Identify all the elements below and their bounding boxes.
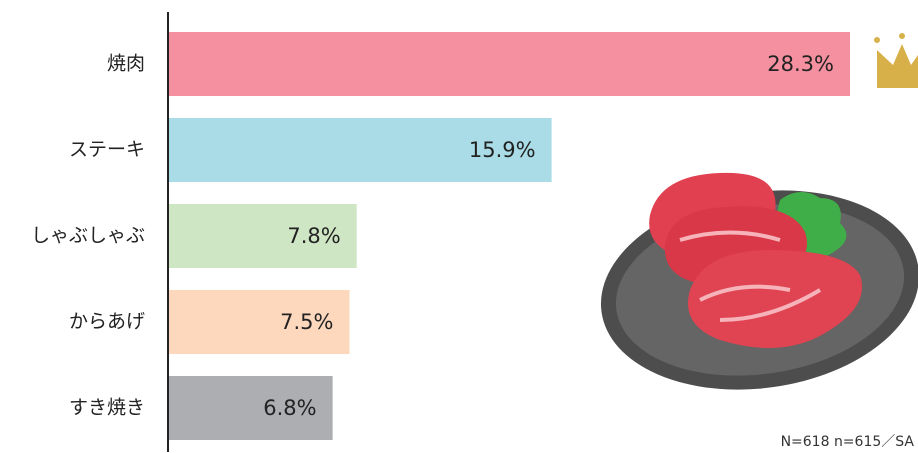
meat-illustration — [600, 172, 918, 390]
category-label: すき焼き — [69, 397, 145, 419]
value-label: 15.9% — [469, 138, 536, 162]
sample-note: N=618 n=615／SA — [781, 434, 915, 450]
value-label: 7.8% — [287, 224, 340, 248]
category-label: からあげ — [69, 311, 145, 333]
bar — [169, 32, 850, 96]
value-label: 6.8% — [263, 396, 316, 420]
category-label: ステーキ — [69, 139, 145, 161]
bar — [169, 204, 357, 268]
crown-icon — [874, 33, 918, 88]
value-label: 28.3% — [767, 52, 834, 76]
bar — [169, 376, 333, 440]
category-label: 焼肉 — [107, 53, 145, 75]
bar — [169, 290, 350, 354]
bar — [169, 118, 552, 182]
value-label: 7.5% — [280, 310, 333, 334]
category-label: しゃぶしゃぶ — [31, 225, 145, 247]
